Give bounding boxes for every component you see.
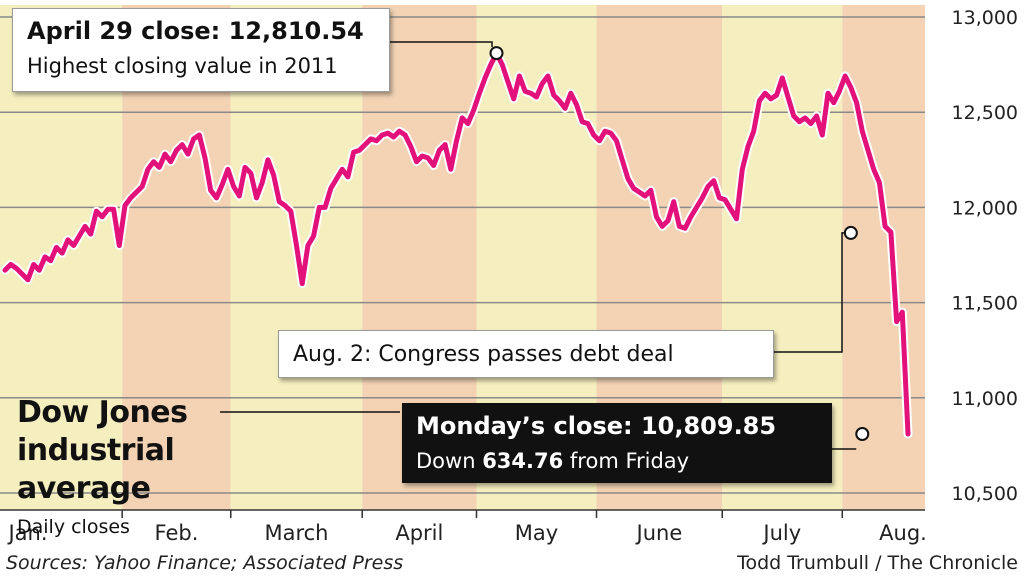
annotation-debt-deal: Aug. 2: Congress passes debt deal [278, 330, 774, 378]
sources-footer: Sources: Yahoo Finance; Associated Press [6, 552, 404, 574]
x-month-label-2: March [264, 521, 328, 545]
series-line [2, 50, 911, 437]
y-axis-labels: 13,000 12,500 12,000 11,500 11,000 10,500 [952, 7, 1018, 505]
annotation-monday-sub-prefix: Down [416, 449, 483, 473]
chart-subtitle: Daily closes [17, 516, 130, 538]
chart-title: Dow Jones industrial average [17, 395, 188, 506]
x-month-label-3: April [395, 521, 443, 545]
y-tick-label-4: 11,000 [952, 388, 1018, 410]
credit-footer: Todd Trumbull / The Chronicle [737, 552, 1018, 574]
x-month-label-6: July [761, 521, 801, 545]
x-month-label-1: Feb. [155, 521, 199, 545]
annotation-monday-close: Monday’s close: 10,809.85 Down 634.76 fr… [402, 403, 832, 483]
annotation-high-label: April 29 close: 12,810.54 [27, 17, 364, 45]
annotation-high-close: April 29 close: 12,810.54 Highest closin… [12, 8, 390, 92]
y-tick-label-3: 11,500 [952, 293, 1018, 315]
annotation-monday-sub: Down 634.76 from Friday [416, 445, 818, 477]
x-month-label-4: May [515, 521, 558, 545]
month-band-7 [842, 5, 925, 510]
x-month-label-0: Jan. [6, 521, 47, 545]
x-axis-month-labels: Jan. Feb. March April May June July Aug. [6, 521, 926, 545]
dow-line-series [0, 48, 913, 439]
annotation-high-sub: Highest closing value in 2011 [27, 54, 338, 78]
x-month-label-7: Aug. [879, 521, 927, 545]
annotation-monday-sub-bold: 634.76 [482, 449, 564, 473]
annotation-monday-label: Monday’s close: 10,809.85 [416, 412, 777, 440]
x-axis-ticks [121, 510, 844, 518]
y-tick-label-0: 13,000 [952, 7, 1018, 29]
y-tick-label-1: 12,500 [952, 102, 1018, 124]
y-tick-label-2: 12,000 [952, 197, 1018, 219]
annotation-monday-sub-suffix: from Friday [563, 449, 690, 473]
leader-high-close [390, 41, 493, 48]
y-tick-label-5: 10,500 [952, 483, 1018, 505]
annotation-markers [489, 46, 870, 442]
leader-debt-deal [774, 232, 845, 353]
x-month-label-5: June [635, 521, 683, 545]
annotation-marker-1 [843, 225, 858, 240]
callout-leader-lines [220, 41, 857, 450]
annotation-debt-label: Aug. 2: Congress passes debt deal [293, 342, 674, 367]
chart-title-block: Dow Jones industrial average Daily close… [17, 394, 317, 542]
annotation-marker-2 [855, 427, 870, 442]
annotation-marker-0 [489, 46, 504, 61]
